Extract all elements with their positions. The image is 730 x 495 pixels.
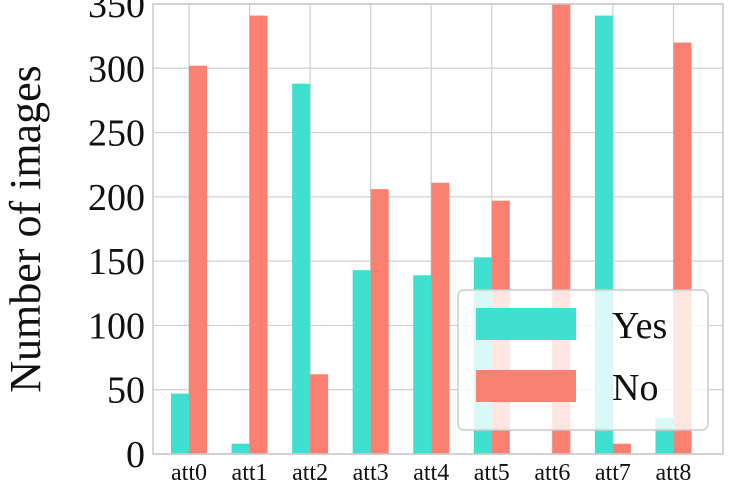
bar-yes-att0: [171, 393, 189, 454]
legend-swatch-no: [476, 370, 576, 402]
bar-yes-att1: [231, 443, 250, 454]
x-tick-label: att1: [232, 460, 268, 486]
y-tick-label: 300: [88, 48, 145, 90]
x-tick-label: att3: [353, 460, 389, 486]
bar-yes-att3: [352, 270, 371, 454]
x-tick-label: att0: [171, 460, 207, 486]
bar-no-att1: [249, 15, 268, 454]
bar-no-att3: [370, 189, 389, 454]
bar-no-att4: [431, 182, 450, 454]
y-tick-label: 350: [88, 0, 145, 26]
legend-swatch-yes: [476, 308, 576, 340]
bar-yes-att2: [292, 83, 311, 454]
y-tick-label: 0: [126, 434, 145, 476]
x-tick-label: att6: [534, 460, 570, 486]
legend-label-yes: Yes: [612, 305, 667, 347]
bar-no-att7: [612, 443, 631, 454]
x-tick-label: att7: [595, 460, 631, 486]
x-tick-label: att4: [413, 460, 449, 486]
y-tick-label: 200: [88, 177, 145, 219]
bar-yes-att4: [413, 275, 432, 454]
bar-no-att2: [310, 374, 329, 454]
legend-label-no: No: [612, 367, 658, 409]
plot-frame: [152, 3, 724, 455]
y-axis-label: Number of images: [1, 65, 50, 392]
y-tick-label: 100: [88, 305, 145, 347]
y-tick-label: 50: [107, 370, 145, 412]
x-tick-label: att5: [474, 460, 510, 486]
x-tick-label: att8: [655, 460, 691, 486]
legend: Yes No: [457, 289, 709, 431]
x-ticks: att0 att1 att2 att3 att4 att5 att6 att7 att8: [171, 460, 691, 486]
y-ticks: 0 50 100 150 200 250 300 350: [88, 0, 145, 476]
x-tick-label: att2: [292, 460, 328, 486]
y-tick-label: 250: [88, 113, 145, 155]
bar-no-att0: [189, 65, 207, 454]
y-tick-label: 150: [88, 241, 145, 283]
